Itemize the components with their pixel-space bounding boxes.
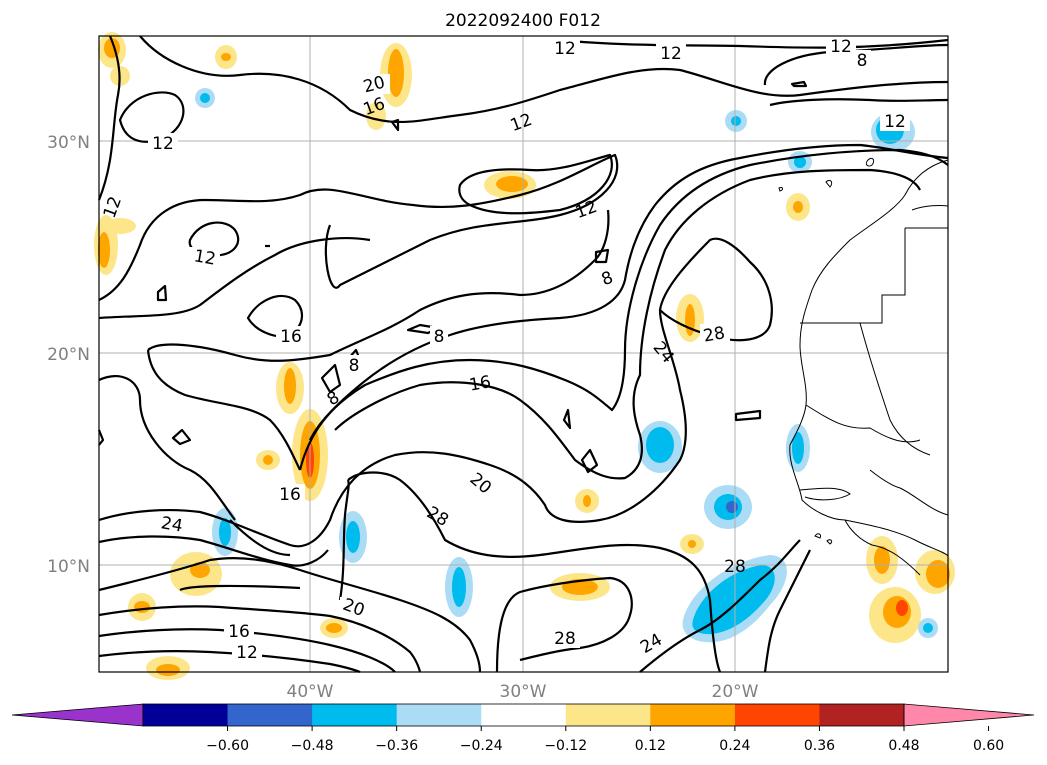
contour-label: 28 bbox=[554, 629, 576, 649]
contour-lines bbox=[97, 35, 949, 674]
colorbar-segment bbox=[312, 704, 398, 726]
lat-label-10n: 10°N bbox=[47, 557, 90, 577]
colorbar-segment bbox=[650, 704, 736, 726]
colorbar-segment bbox=[227, 704, 313, 726]
figure-title: 2022092400 F012 bbox=[445, 11, 601, 31]
colorbar-tick-label: −0.24 bbox=[460, 738, 503, 754]
contour-label: 16 bbox=[279, 485, 301, 505]
contour-label: 12 bbox=[830, 37, 852, 57]
contour-label: 12 bbox=[152, 134, 174, 154]
colorbar-segment bbox=[143, 704, 229, 726]
colorbar-ticks: −0.60 −0.48 −0.36 −0.24 −0.12 0.12 0.24 0.36 0.4… bbox=[206, 726, 1004, 754]
contour-label: 16 bbox=[280, 327, 302, 347]
contour-label: 12 bbox=[554, 39, 576, 59]
latitude-labels: 30°N 20°N 10°N bbox=[47, 133, 90, 577]
colorbar-segment bbox=[396, 704, 482, 726]
map-frame bbox=[98, 35, 949, 673]
colorbar-tick-label: −0.36 bbox=[375, 738, 418, 754]
colorbar-tick-label: −0.12 bbox=[544, 738, 587, 754]
colorbar-segment bbox=[734, 704, 820, 726]
contour-label: 28 bbox=[724, 557, 746, 577]
colorbar-tick-label: −0.60 bbox=[206, 738, 249, 754]
contour-label: 12 bbox=[884, 112, 906, 132]
colorbar-segment bbox=[819, 704, 905, 726]
colorbar-tick-label: 0.12 bbox=[635, 738, 666, 754]
colorbar-tick-label: 0.24 bbox=[719, 738, 750, 754]
colorbar-segments bbox=[143, 704, 905, 726]
contour-label: 16 bbox=[228, 622, 250, 642]
colorbar-extend-low bbox=[11, 703, 144, 727]
lon-label-30w: 30°W bbox=[500, 682, 547, 702]
colorbar-frame bbox=[142, 703, 905, 727]
colorbar-segment bbox=[481, 704, 567, 726]
gridlines bbox=[99, 36, 948, 672]
contour-label: 12 bbox=[192, 246, 217, 269]
lon-label-20w: 20°W bbox=[712, 682, 759, 702]
lat-label-20n: 20°N bbox=[47, 345, 90, 365]
longitude-labels: 40°W 30°W 20°W bbox=[287, 682, 759, 702]
contour-label: 28 bbox=[702, 323, 727, 346]
colorbar-tick-label: 0.36 bbox=[804, 738, 835, 754]
contour-label: 24 bbox=[159, 513, 184, 536]
contour-label: 8 bbox=[349, 356, 360, 376]
colorbar-segment bbox=[565, 704, 651, 726]
lat-label-30n: 30°N bbox=[47, 133, 90, 153]
contour-label: 8 bbox=[857, 51, 868, 71]
lon-label-40w: 40°W bbox=[287, 682, 334, 702]
coastlines bbox=[778, 157, 949, 576]
contour-label: 16 bbox=[468, 372, 493, 395]
colorbar-tick-label: 0.60 bbox=[973, 738, 1004, 754]
colorbar-extend-high bbox=[903, 703, 1035, 727]
contour-label: 8 bbox=[434, 327, 445, 347]
contour-label: 12 bbox=[236, 643, 258, 663]
colorbar: −0.60 −0.48 −0.36 −0.24 −0.12 0.12 0.24 0.36 0.4… bbox=[11, 703, 1035, 754]
colorbar-tick-label: 0.48 bbox=[888, 738, 919, 754]
colorbar-tick-label: −0.48 bbox=[291, 738, 334, 754]
contour-label: 12 bbox=[660, 44, 682, 64]
